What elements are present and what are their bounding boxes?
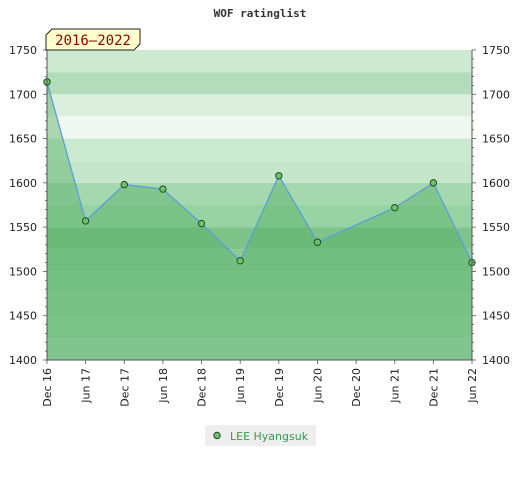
right-tick-label: 1500 — [482, 265, 510, 278]
x-tick-label: Dec 16 — [41, 368, 54, 407]
legend-entry: LEE Hyangsuk — [230, 430, 309, 443]
data-point — [197, 219, 206, 228]
left-tick-label: 1550 — [9, 221, 37, 234]
background-bands — [47, 50, 472, 360]
x-tick-label: Jun 17 — [80, 368, 93, 404]
data-point — [159, 185, 167, 193]
data-point — [391, 203, 399, 212]
x-tick-label: Dec 19 — [273, 368, 286, 407]
data-point — [313, 238, 322, 246]
left-tick-label: 1600 — [9, 177, 37, 190]
x-tick-label: Jun 18 — [157, 368, 170, 404]
right-tick-label: 1450 — [482, 310, 510, 323]
chart-title: WOF ratinglist — [214, 7, 307, 20]
background-band — [47, 337, 472, 360]
x-tick-label: Dec 18 — [196, 368, 209, 407]
right-tick-label: 1700 — [482, 88, 510, 101]
background-band — [47, 72, 472, 95]
background-band — [47, 293, 472, 316]
series-markers — [43, 78, 476, 267]
background-band — [47, 249, 472, 272]
data-point — [120, 180, 128, 189]
legend-marker — [213, 431, 221, 440]
left-tick-label: 1650 — [9, 133, 37, 146]
background-band — [47, 116, 472, 139]
right-tick-label: 1600 — [482, 177, 510, 190]
background-band — [47, 315, 472, 338]
right-tick-label: 1400 — [482, 354, 510, 367]
left-tick-label: 1400 — [9, 354, 37, 367]
background-band — [47, 94, 472, 117]
background-band — [47, 138, 472, 161]
data-point — [429, 179, 438, 187]
x-tick-label: Jun 19 — [234, 368, 247, 404]
background-band — [47, 227, 472, 250]
right-tick-label: 1550 — [482, 221, 510, 234]
x-axis: Dec 16 Jun 17 Dec 17 Jun 18 Dec 18 Jun 19 Dec … — [41, 359, 479, 407]
right-y-axis: 1400 1450 1500 1550 1600 1650 1700 1750 — [471, 44, 510, 367]
left-tick-label: 1700 — [9, 88, 37, 101]
x-tick-label: Jun 22 — [466, 368, 479, 404]
background-band — [47, 271, 472, 294]
date-range-label: 2016–2022 — [55, 33, 131, 49]
series-area-fill — [47, 81, 472, 361]
x-tick-label: Jun 20 — [311, 368, 324, 404]
x-tick-label: Jun 21 — [389, 368, 402, 404]
left-tick-label: 1500 — [9, 265, 37, 278]
x-tick-label: Dec 21 — [427, 368, 440, 407]
x-tick-label: Dec 17 — [118, 368, 131, 407]
right-tick-label: 1750 — [482, 44, 510, 57]
data-point — [81, 217, 90, 225]
data-point — [236, 257, 244, 265]
date-range-badge: 2016–2022 — [45, 28, 141, 51]
background-band — [47, 50, 472, 73]
x-tick-label: Dec 20 — [350, 368, 363, 407]
background-band — [47, 160, 472, 183]
left-y-axis: 1400 1450 1500 1550 1600 1650 1700 1750 — [9, 44, 48, 367]
left-tick-label: 1750 — [9, 44, 37, 57]
legend: LEE Hyangsuk — [205, 425, 316, 446]
left-tick-label: 1450 — [9, 310, 37, 323]
background-band — [47, 205, 472, 228]
right-tick-label: 1650 — [482, 133, 510, 146]
data-point — [275, 172, 283, 180]
